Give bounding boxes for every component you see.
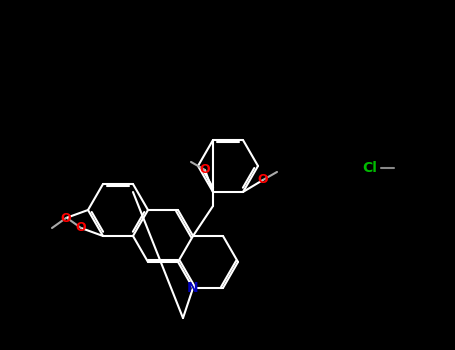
Text: N: N	[187, 281, 199, 295]
Text: O: O	[258, 174, 268, 187]
Text: Cl: Cl	[363, 161, 378, 175]
Text: O: O	[200, 163, 210, 176]
Text: O: O	[76, 222, 86, 235]
Text: O: O	[61, 211, 71, 224]
